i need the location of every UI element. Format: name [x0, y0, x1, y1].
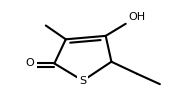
- Text: O: O: [26, 58, 35, 68]
- Text: S: S: [79, 76, 86, 86]
- Text: OH: OH: [128, 13, 146, 23]
